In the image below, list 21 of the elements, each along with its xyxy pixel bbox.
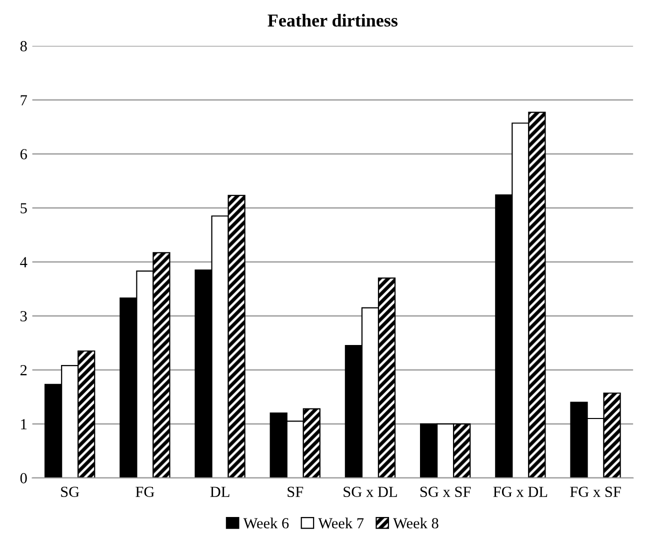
y-tick-label: 5 [20,203,27,214]
x-tick-label: FG [136,486,154,497]
x-tick-label: FG x SF [570,486,621,497]
y-tick-label: 8 [20,41,27,52]
x-tick-label: SG [61,486,80,497]
y-tick-label: 4 [20,257,28,268]
legend-label: Week 7 [318,518,364,528]
x-tick-label: SG x DL [344,486,397,497]
y-tick-label: 7 [20,95,27,106]
y-tick-label: 6 [20,149,27,160]
x-tick-label: DL [210,486,230,497]
y-tick-label: 1 [21,419,27,430]
x-tick-label: FG x DL [493,486,548,497]
x-tick-label: SF [288,486,304,497]
y-tick-label: 0 [20,473,27,484]
x-tick-label: SG x SF [420,486,471,497]
legend-label: Week 6 [243,518,289,528]
legend-label: Week 8 [393,518,438,528]
y-tick-label: 2 [20,365,27,376]
chart-title: Feather dirtiness [268,14,398,27]
y-tick-label: 3 [20,311,27,322]
